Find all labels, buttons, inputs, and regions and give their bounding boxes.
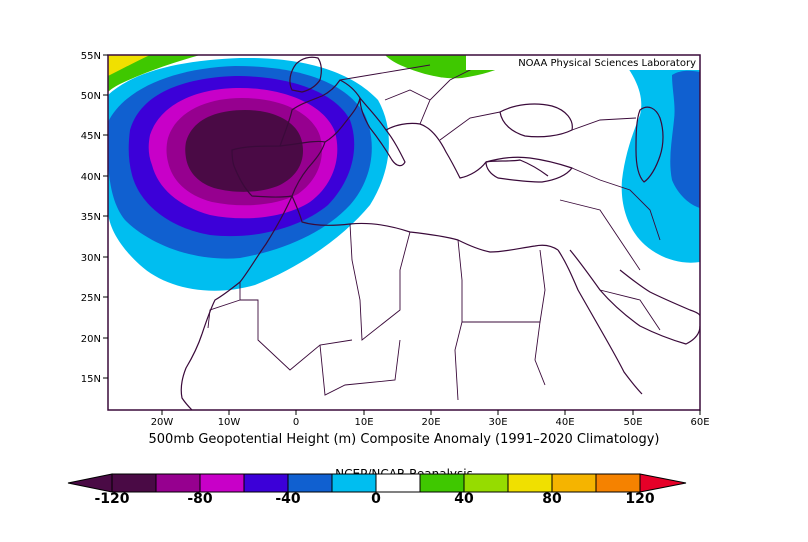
colorbar-box xyxy=(463,473,509,493)
lon-label-60e: 60E xyxy=(690,417,709,428)
border-line xyxy=(534,321,546,386)
lat-label-45n: 45N xyxy=(81,131,101,142)
border-line xyxy=(439,111,501,141)
colorbar-box xyxy=(111,473,157,493)
lon-label-10e: 10E xyxy=(354,417,373,428)
west-africa-coast xyxy=(180,333,203,410)
political-borders xyxy=(207,59,661,401)
colorbar: -120 -80 -40 0 40 80 120 xyxy=(67,473,687,507)
border-line xyxy=(384,89,431,101)
lat-label-35n: 35N xyxy=(81,212,101,223)
colorbar-box xyxy=(507,473,553,493)
anomaly-contour-minus-120 xyxy=(185,110,304,192)
lat-label-40n: 40N xyxy=(81,172,101,183)
border-line xyxy=(559,199,641,271)
colorbar-boxes xyxy=(111,473,641,493)
lat-label-25n: 25N xyxy=(81,293,101,304)
britain-coast xyxy=(289,56,322,93)
lon-label-30e: 30E xyxy=(488,417,507,428)
colorbar-box xyxy=(375,473,421,493)
colorbar-label: -120 xyxy=(94,491,129,507)
border-line xyxy=(571,117,637,131)
border-line xyxy=(571,167,661,241)
lon-label-10w: 10W xyxy=(218,417,241,428)
colorbar-box xyxy=(551,473,597,493)
colorbar-box xyxy=(595,473,641,493)
colorbar-label: 40 xyxy=(454,491,474,507)
anomaly-contour-minus-40-east xyxy=(670,70,700,209)
lon-label-40e: 40E xyxy=(555,417,574,428)
credit-box xyxy=(466,55,700,70)
lon-label-20w: 20W xyxy=(151,417,174,428)
colorbar-label: 80 xyxy=(542,491,562,507)
colorbar-box xyxy=(199,473,245,493)
border-line xyxy=(319,339,401,396)
lon-label-0: 0 xyxy=(293,417,299,428)
lon-label-20e: 20E xyxy=(421,417,440,428)
border-line xyxy=(457,239,546,323)
north-africa-coast xyxy=(291,195,559,253)
iberia-coast xyxy=(231,140,326,198)
border-line xyxy=(207,299,241,329)
colorbar-box xyxy=(419,473,465,493)
lat-label-50n: 50N xyxy=(81,91,101,102)
lat-label-55n: 55N xyxy=(81,51,101,62)
credit-label: NOAA Physical Sciences Laboratory xyxy=(518,58,696,69)
colorbar-min-arrow xyxy=(67,473,113,493)
longitude-axis: 20W 10W 0 10E 20E 30E 40E 50E 60E xyxy=(151,410,710,428)
positive-anomaly-northwest xyxy=(108,55,200,92)
map-area: NOAA Physical Sciences Laboratory xyxy=(108,55,700,410)
colorbar-label: 120 xyxy=(625,491,654,507)
red-sea-coast xyxy=(557,249,643,395)
anomaly-contour-plus-60 xyxy=(108,55,150,76)
colorbar-max-arrow xyxy=(639,473,687,493)
border-line xyxy=(454,321,463,401)
border-line xyxy=(599,289,661,331)
colorbar-label: 0 xyxy=(371,491,381,507)
italy-coast xyxy=(359,97,406,167)
negative-anomaly-iberia xyxy=(108,57,389,291)
colorbar-box xyxy=(155,473,201,493)
colorbar-box xyxy=(287,473,333,493)
lat-label-15n: 15N xyxy=(81,374,101,385)
map-frame xyxy=(107,54,701,411)
map-caption: 500mb Geopotential Height (m) Composite … xyxy=(149,432,660,447)
border-line xyxy=(349,223,411,341)
border-line xyxy=(339,64,431,81)
colorbar-label: -80 xyxy=(187,491,213,507)
lat-label-30n: 30N xyxy=(81,253,101,264)
colorbar-label: -40 xyxy=(275,491,301,507)
arabia-coast xyxy=(569,249,700,345)
colorbar-box xyxy=(243,473,289,493)
caspian-coast xyxy=(635,106,664,183)
lat-label-20n: 20N xyxy=(81,334,101,345)
latitude-axis: 55N 50N 45N 40N 35N 30N 25N 20N 15N xyxy=(81,51,108,385)
colorbar-box xyxy=(331,473,377,493)
persian-gulf-coast xyxy=(619,269,700,317)
lon-label-50e: 50E xyxy=(623,417,642,428)
anatolia-coast xyxy=(485,156,573,183)
